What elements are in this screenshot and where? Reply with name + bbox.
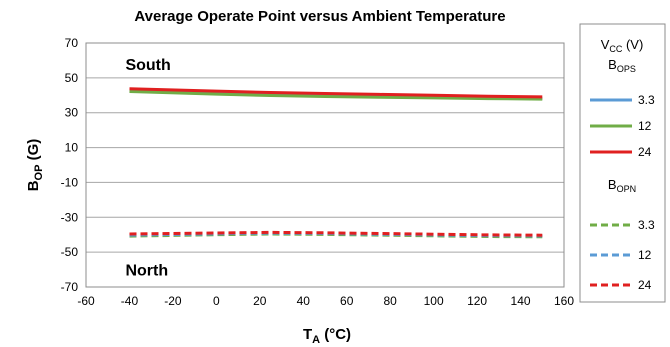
x-axis-label-sub: A (312, 334, 320, 346)
legend-header-unit: (V) (622, 37, 643, 52)
y-tick-label: -30 (61, 210, 79, 224)
legend-group-ops-main: B (608, 57, 617, 72)
y-axis-ticks: 70 50 30 10 -10 -30 -50 -70 (61, 36, 79, 294)
x-tick-label: 120 (467, 294, 487, 308)
x-tick-label: 160 (554, 294, 574, 308)
y-axis-label-unit: (G) (25, 139, 42, 165)
x-tick-label: 40 (297, 294, 311, 308)
legend-header-sub: CC (609, 44, 622, 54)
plot-area-border (85, 42, 565, 288)
y-tick-label: -70 (61, 280, 79, 294)
legend-items: 3.3 12 24 3.3 12 24 (590, 93, 655, 292)
y-axis-label-main: B (25, 180, 42, 191)
legend-header: VCC (V) (601, 37, 644, 54)
x-tick-label: 20 (253, 294, 267, 308)
series-line-opn-24 (129, 230, 543, 237)
series-line-ops-12 (129, 90, 543, 101)
legend-group-opn: BOPN (608, 177, 636, 194)
chart-title: Average Operate Point versus Ambient Tem… (134, 8, 505, 25)
legend-group-opn-main: B (608, 177, 617, 192)
y-tick-label: -50 (61, 245, 79, 259)
x-tick-label: 140 (511, 294, 531, 308)
y-tick-label: 10 (65, 141, 79, 155)
legend-group-ops: BOPS (608, 57, 636, 74)
legend-label-opn-12: 12 (638, 248, 652, 262)
legend-label-opn-3-3: 3.3 (638, 218, 655, 232)
x-tick-label: -20 (164, 294, 182, 308)
legend-box (579, 23, 666, 303)
legend-label-ops-24: 24 (638, 145, 652, 159)
annotation-south: South (125, 57, 170, 74)
x-axis-label-unit: (°C) (320, 326, 351, 343)
y-axis-label-sub: OP (33, 165, 45, 181)
x-tick-label: 80 (384, 294, 398, 308)
x-tick-label: -60 (77, 294, 95, 308)
x-axis-ticks: -60 -40 -20 0 20 40 60 80 100 120 140 160 (77, 294, 574, 308)
y-tick-label: 70 (65, 36, 79, 50)
x-tick-label: 0 (213, 294, 220, 308)
series-line-ops-24 (129, 87, 543, 99)
x-axis-label: TA (°C) (303, 326, 351, 346)
legend-group-ops-sub: OPS (617, 64, 636, 74)
legend-label-opn-24: 24 (638, 278, 652, 292)
legend-label-ops-12: 12 (638, 119, 652, 133)
annotation-north: North (125, 263, 168, 280)
legend-header-main: V (601, 37, 610, 52)
x-tick-label: -40 (121, 294, 139, 308)
y-tick-label: -10 (61, 175, 79, 189)
y-tick-label: 50 (65, 71, 79, 85)
legend-group-opn-sub: OPN (617, 184, 637, 194)
x-axis-label-main: T (303, 326, 312, 343)
legend-label-ops-3-3: 3.3 (638, 93, 655, 107)
y-tick-label: 30 (65, 106, 79, 120)
y-axis-label: BOP (G) (25, 139, 45, 192)
x-tick-label: 60 (340, 294, 354, 308)
gridlines (86, 77, 564, 253)
x-tick-label: 100 (424, 294, 444, 308)
series-layer (129, 87, 543, 239)
